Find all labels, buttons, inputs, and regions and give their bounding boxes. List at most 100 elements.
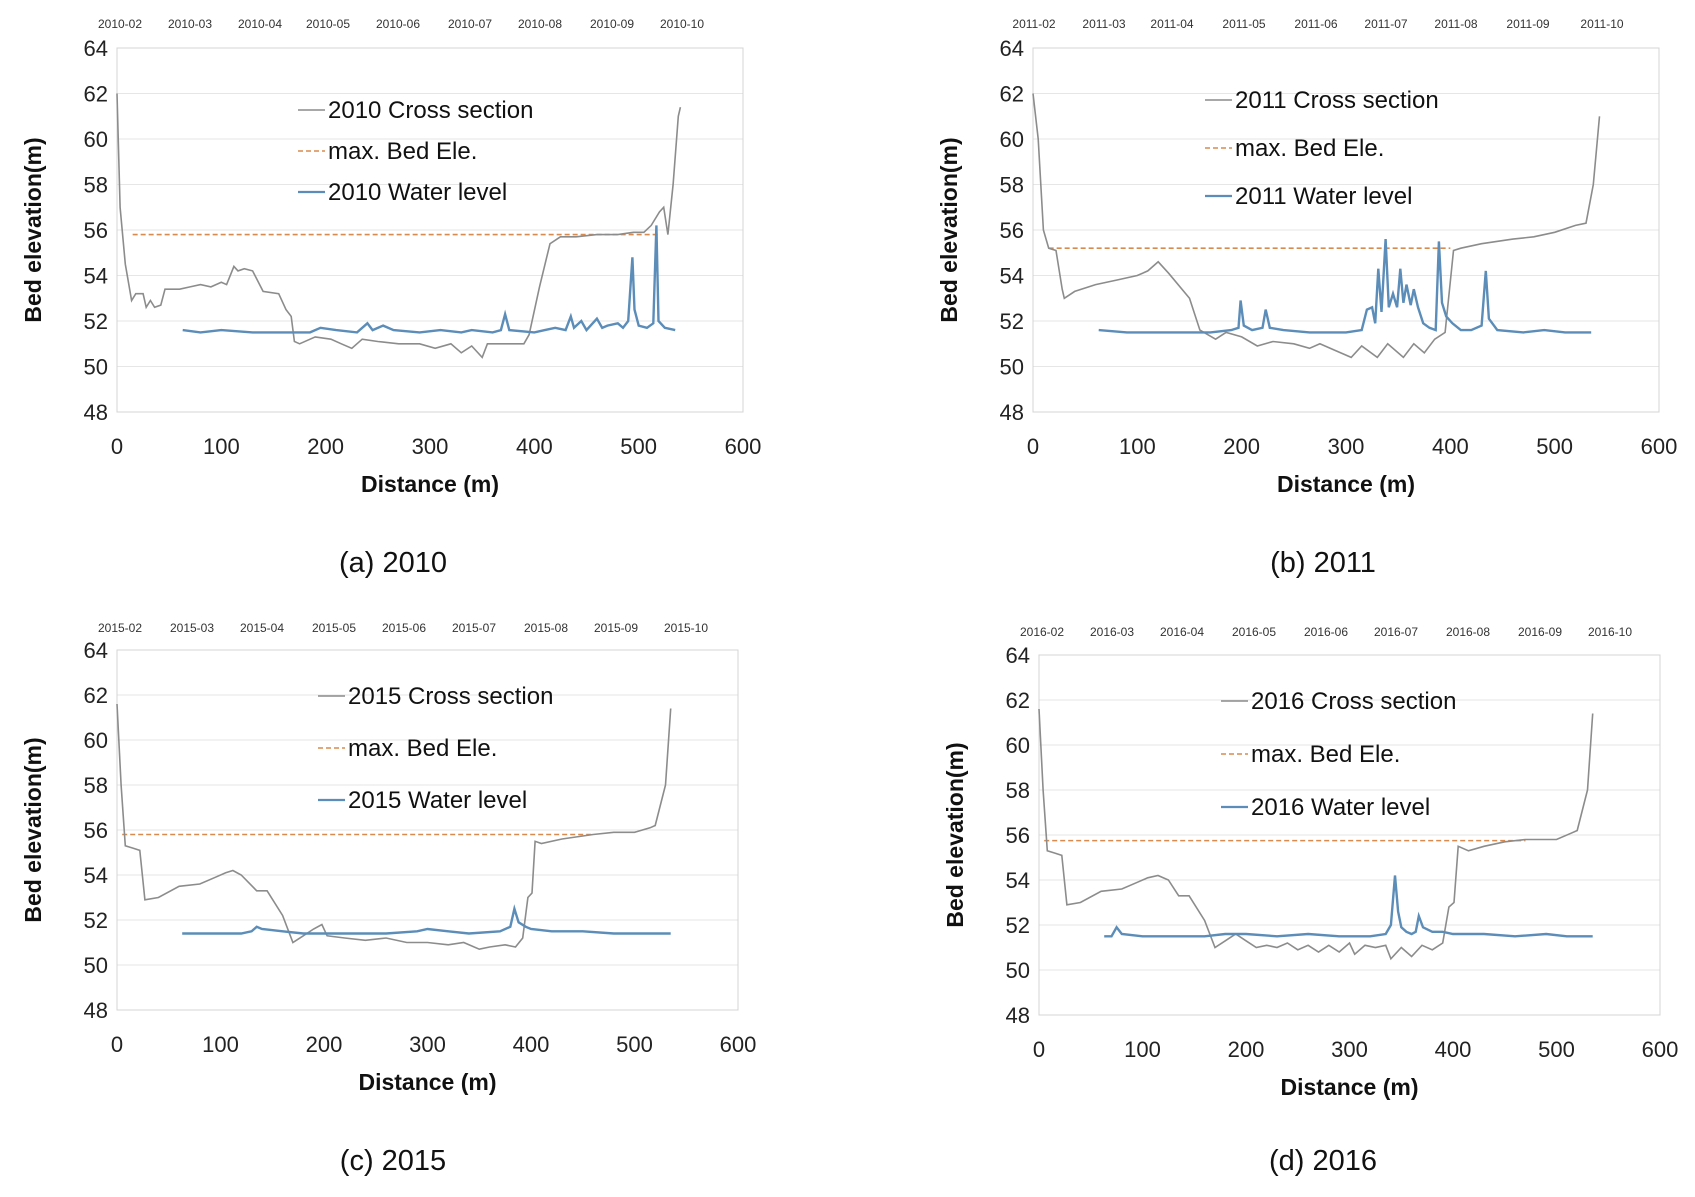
legend: 2016 Cross section max. Bed Ele. 2016 Wate… xyxy=(1221,688,1456,821)
top-date-label: 2010-02 xyxy=(98,17,142,31)
y-tick-label: 52 xyxy=(1000,309,1024,334)
x-axis-title: Distance (m) xyxy=(1277,471,1415,497)
top-date-label: 2016-02 xyxy=(1020,625,1064,639)
y-tick-label: 62 xyxy=(1006,688,1030,713)
legend: 2015 Cross section max. Bed Ele. 2015 Wate… xyxy=(318,683,553,814)
y-tick-label: 54 xyxy=(1006,868,1030,893)
x-tick-label: 500 xyxy=(1538,1037,1575,1062)
plot-area xyxy=(116,47,744,413)
y-tick-label: 60 xyxy=(84,728,108,753)
top-date-label: 2010-05 xyxy=(306,17,350,31)
x-tick-label: 400 xyxy=(513,1032,550,1057)
y-tick-label: 50 xyxy=(1000,355,1024,380)
plot-area xyxy=(116,649,739,1011)
x-tick-label: 200 xyxy=(307,434,344,459)
x-tick-label: 100 xyxy=(203,434,240,459)
legend-label-max: max. Bed Ele. xyxy=(1251,741,1400,768)
y-axis-title: Bed elevation(m) xyxy=(20,737,46,922)
cross-section-line xyxy=(116,93,682,359)
water-level-line xyxy=(182,904,671,935)
x-tick-label: 600 xyxy=(1641,434,1678,459)
top-date-label: 2010-06 xyxy=(376,17,420,31)
y-tick-label: 48 xyxy=(1006,1003,1030,1028)
top-date-label: 2011-06 xyxy=(1294,17,1337,31)
top-date-label: 2016-05 xyxy=(1232,625,1276,639)
cross-section-line xyxy=(1032,93,1601,359)
top-date-label: 2015-02 xyxy=(98,621,142,635)
y-tick-label: 50 xyxy=(84,953,108,978)
y-tick-label: 64 xyxy=(84,638,108,663)
top-date-label: 2016-04 xyxy=(1160,625,1204,639)
top-date-label: 2015-09 xyxy=(594,621,638,635)
y-tick-label: 56 xyxy=(84,218,108,243)
x-tick-label: 600 xyxy=(725,434,762,459)
y-tick-label: 62 xyxy=(84,82,108,107)
x-tick-label: 100 xyxy=(1119,434,1156,459)
plot-area xyxy=(1032,47,1660,413)
top-date-label: 2015-06 xyxy=(382,621,426,635)
top-date-label: 2011-05 xyxy=(1222,17,1265,31)
x-tick-label: 400 xyxy=(1435,1037,1472,1062)
y-tick-label: 58 xyxy=(84,173,108,198)
y-tick-label: 62 xyxy=(1000,82,1024,107)
y-tick-label: 50 xyxy=(1006,958,1030,983)
cross-section-line xyxy=(1038,708,1594,961)
y-tick-label: 60 xyxy=(84,127,108,152)
top-date-label: 2011-04 xyxy=(1150,17,1193,31)
top-date-label: 2010-07 xyxy=(448,17,492,31)
legend-label-cross: 2010 Cross section xyxy=(328,97,533,124)
top-date-label: 2010-10 xyxy=(660,17,704,31)
legend: 2010 Cross section max. Bed Ele. 2010 Wate… xyxy=(298,97,533,206)
legend-label-water: 2015 Water level xyxy=(348,787,527,814)
x-tick-label: 500 xyxy=(620,434,657,459)
y-axis-title: Bed elevation(m) xyxy=(942,742,968,927)
top-date-label: 2015-10 xyxy=(664,621,708,635)
top-date-label: 2015-03 xyxy=(170,621,214,635)
y-tick-label: 60 xyxy=(1006,733,1030,758)
top-date-label: 2010-09 xyxy=(590,17,634,31)
top-date-label: 2016-09 xyxy=(1518,625,1562,639)
legend: 2011 Cross section max. Bed Ele. 2011 Wate… xyxy=(1205,87,1439,210)
legend-label-max: max. Bed Ele. xyxy=(328,138,477,165)
x-tick-label: 400 xyxy=(516,434,553,459)
legend-label-max: max. Bed Ele. xyxy=(348,735,497,762)
y-tick-label: 48 xyxy=(84,400,108,425)
top-date-label: 2016-07 xyxy=(1374,625,1418,639)
y-tick-label: 58 xyxy=(1006,778,1030,803)
legend-label-water: 2016 Water level xyxy=(1251,794,1430,821)
x-tick-label: 500 xyxy=(1536,434,1573,459)
y-tick-label: 48 xyxy=(84,998,108,1023)
top-date-label: 2016-06 xyxy=(1304,625,1348,639)
y-tick-label: 52 xyxy=(84,309,108,334)
legend-label-max: max. Bed Ele. xyxy=(1235,135,1384,162)
top-date-label: 2011-03 xyxy=(1082,17,1125,31)
panel-caption: (d) 2016 xyxy=(1269,1145,1377,1177)
water-level-line xyxy=(1104,875,1593,938)
x-axis-title: Distance (m) xyxy=(1280,1074,1418,1100)
y-axis-title: Bed elevation(m) xyxy=(936,137,962,322)
y-tick-label: 62 xyxy=(84,683,108,708)
y-tick-label: 54 xyxy=(84,264,108,289)
y-tick-label: 60 xyxy=(1000,127,1024,152)
x-tick-label: 100 xyxy=(202,1032,239,1057)
y-tick-label: 54 xyxy=(1000,264,1024,289)
chart-panel-2: 48 50 52 54 56 58 60 62 64 0 100 200 300 400 500 600 Dis… xyxy=(936,17,1677,497)
water-level-line xyxy=(182,225,676,334)
top-date-label: 2016-10 xyxy=(1588,625,1632,639)
y-tick-label: 58 xyxy=(1000,173,1024,198)
legend-label-cross: 2015 Cross section xyxy=(348,683,553,710)
x-tick-label: 600 xyxy=(1642,1037,1679,1062)
chart-panel-3: 48 50 52 54 56 58 60 62 64 0 100 200 300 400 500 600 Dis… xyxy=(20,621,756,1095)
y-axis-title: Bed elevation(m) xyxy=(20,137,46,322)
x-tick-label: 400 xyxy=(1432,434,1469,459)
top-date-label: 2015-08 xyxy=(524,621,568,635)
top-date-label: 2010-08 xyxy=(518,17,562,31)
top-date-label: 2015-07 xyxy=(452,621,496,635)
x-tick-label: 200 xyxy=(306,1032,343,1057)
chart-panel-4: 48 50 52 54 56 58 60 62 64 0 100 200 300 400 500 600 Dis… xyxy=(942,625,1678,1100)
x-axis-title: Distance (m) xyxy=(358,1069,496,1095)
top-date-label: 2011-08 xyxy=(1434,17,1477,31)
x-tick-label: 300 xyxy=(1331,1037,1368,1062)
x-tick-label: 300 xyxy=(412,434,449,459)
x-tick-label: 0 xyxy=(1027,434,1039,459)
